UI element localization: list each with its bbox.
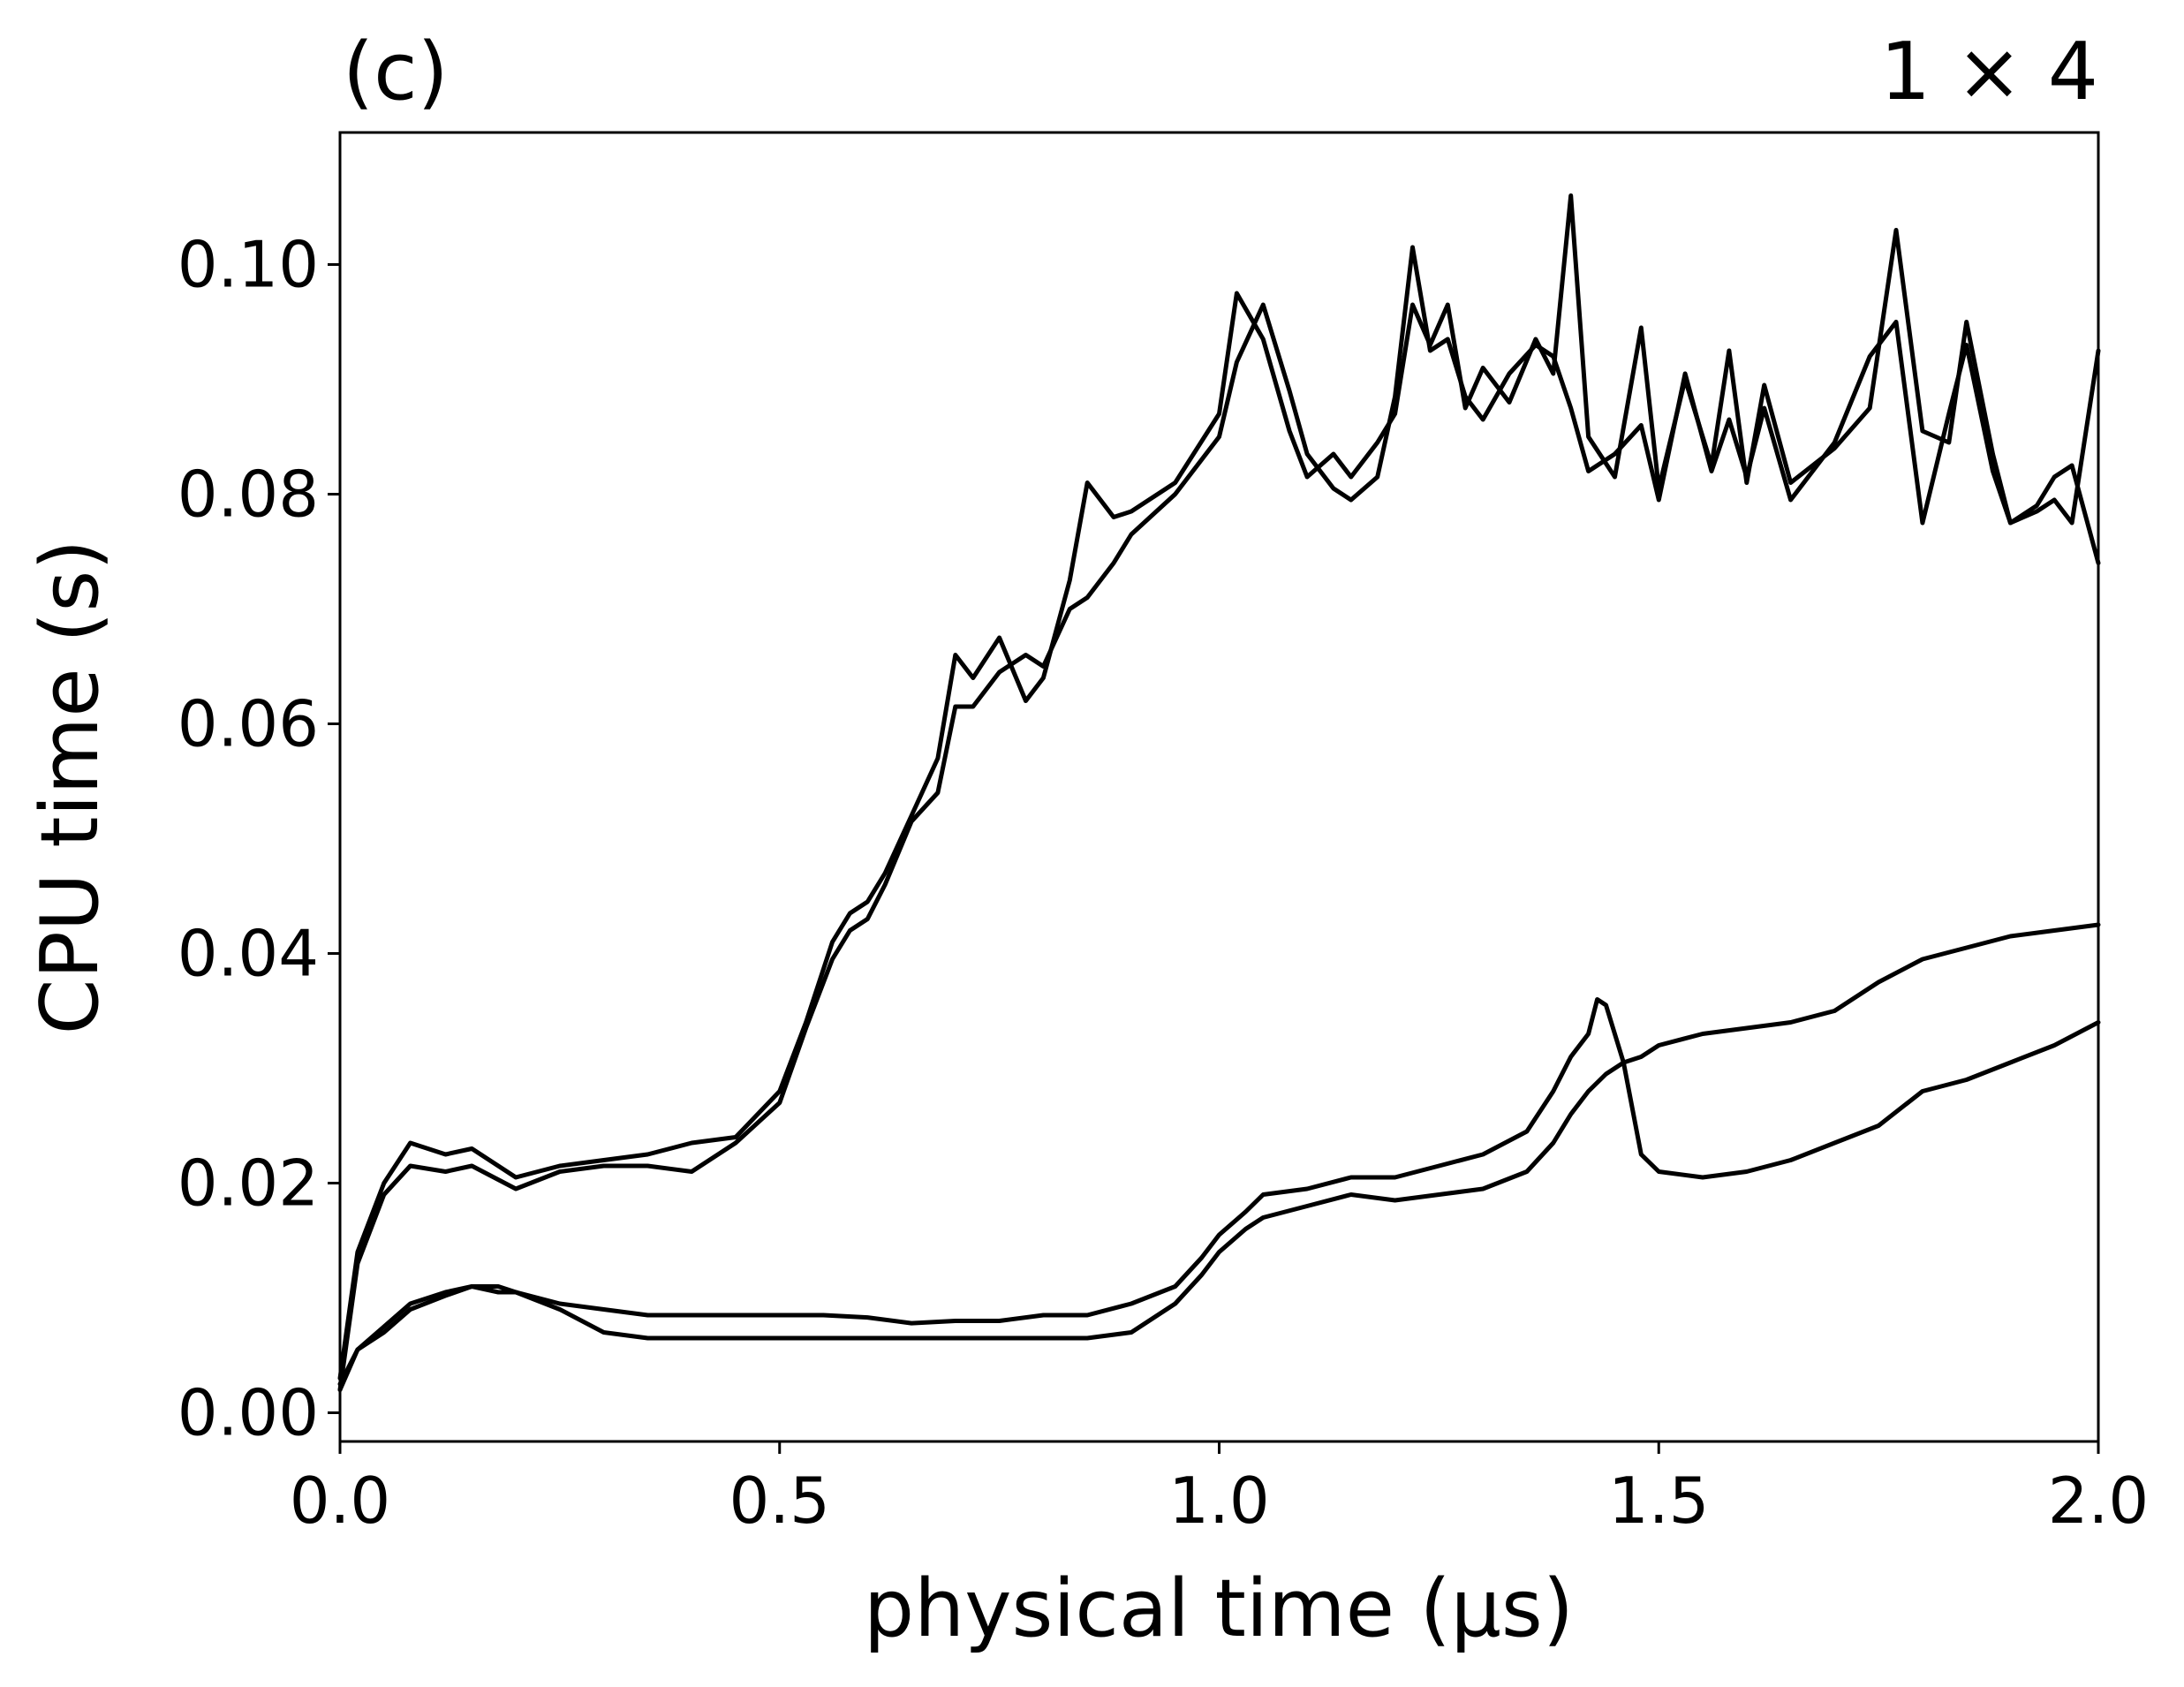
plot-frame — [338, 131, 2100, 1443]
y-tick-label: 0.00 — [178, 1376, 319, 1450]
series-layer — [337, 193, 2101, 1392]
x-axis-title: physical time (μs) — [864, 1562, 1574, 1655]
x-tick-label: 0.5 — [729, 1464, 830, 1538]
panel-label: (c) — [343, 26, 449, 118]
series-line-lower-a — [337, 997, 2101, 1387]
grid-label: 1 × 4 — [1880, 26, 2098, 118]
x-tick-label: 1.0 — [1168, 1464, 1270, 1538]
x-tick-label: 0.0 — [290, 1464, 391, 1538]
ticks-layer: 0.0 0.5 1.0 1.5 2.0 0.00 0.02 0.04 0.06 0.08 0.10 — [178, 228, 2150, 1539]
y-axis-title: CPU time (s) — [24, 540, 117, 1035]
y-tick-label: 0.04 — [178, 917, 319, 991]
series-line-upper-b — [337, 245, 2101, 1392]
x-tick-label: 1.5 — [1608, 1464, 1710, 1538]
y-tick-label: 0.02 — [178, 1146, 319, 1221]
x-tick-label: 2.0 — [2048, 1464, 2150, 1538]
y-tick-label: 0.10 — [178, 228, 319, 302]
series-line-lower-b — [337, 922, 2101, 1392]
y-tick-label: 0.06 — [178, 687, 319, 761]
series-line-upper-a — [337, 193, 2101, 1381]
y-tick-label: 0.08 — [178, 458, 319, 532]
